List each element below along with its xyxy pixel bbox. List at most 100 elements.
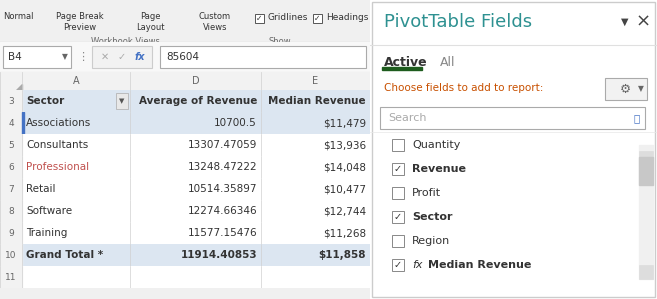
Text: ×: × bbox=[635, 13, 650, 31]
Text: Training: Training bbox=[26, 228, 68, 238]
Text: Associations: Associations bbox=[26, 118, 91, 128]
Text: Sector: Sector bbox=[26, 96, 64, 106]
Text: D: D bbox=[192, 76, 199, 86]
Text: ✓: ✓ bbox=[394, 164, 402, 174]
FancyBboxPatch shape bbox=[3, 46, 71, 68]
Text: Page: Page bbox=[140, 12, 160, 21]
Text: 3: 3 bbox=[8, 97, 14, 106]
Bar bbox=[392, 259, 404, 271]
Text: 5: 5 bbox=[8, 141, 14, 150]
Text: 85604: 85604 bbox=[166, 52, 199, 62]
Text: Normal: Normal bbox=[3, 12, 34, 21]
Text: ▼: ▼ bbox=[643, 269, 648, 275]
Text: Search: Search bbox=[388, 113, 426, 123]
Bar bbox=[313, 14, 322, 23]
Text: 13307.47059: 13307.47059 bbox=[188, 140, 257, 150]
Text: $13,936: $13,936 bbox=[323, 140, 366, 150]
Text: Median Revenue: Median Revenue bbox=[268, 96, 366, 106]
FancyBboxPatch shape bbox=[160, 46, 366, 68]
Text: Show: Show bbox=[269, 37, 291, 46]
FancyBboxPatch shape bbox=[380, 107, 645, 129]
Text: 12274.66346: 12274.66346 bbox=[187, 206, 257, 216]
Text: 13248.47222: 13248.47222 bbox=[187, 162, 257, 172]
Text: All: All bbox=[440, 56, 455, 68]
Text: Revenue: Revenue bbox=[412, 164, 466, 174]
Bar bbox=[639, 157, 653, 185]
Bar bbox=[0, 200, 22, 222]
Bar bbox=[639, 151, 653, 165]
Text: ▲: ▲ bbox=[643, 155, 648, 161]
Bar bbox=[382, 67, 422, 70]
Text: Median Revenue: Median Revenue bbox=[428, 260, 532, 270]
Bar bbox=[0, 266, 22, 288]
Text: Workbook Views: Workbook Views bbox=[91, 37, 160, 46]
Text: ✕: ✕ bbox=[101, 52, 109, 62]
Text: Headings: Headings bbox=[326, 13, 369, 22]
Text: Choose fields to add to report:: Choose fields to add to report: bbox=[384, 83, 543, 93]
Bar bbox=[255, 14, 264, 23]
Text: 9: 9 bbox=[8, 228, 14, 237]
Text: 🔍: 🔍 bbox=[634, 113, 640, 123]
Bar bbox=[639, 265, 653, 279]
Bar bbox=[392, 235, 404, 247]
Bar bbox=[392, 139, 404, 151]
Bar bbox=[639, 145, 653, 279]
Bar bbox=[392, 211, 404, 223]
Text: $11,479: $11,479 bbox=[323, 118, 366, 128]
Text: 10700.5: 10700.5 bbox=[214, 118, 257, 128]
Text: Gridlines: Gridlines bbox=[268, 13, 308, 22]
Bar bbox=[392, 163, 404, 175]
FancyBboxPatch shape bbox=[605, 78, 647, 100]
Text: $12,744: $12,744 bbox=[323, 206, 366, 216]
Text: B4: B4 bbox=[8, 52, 22, 62]
Text: 8: 8 bbox=[8, 207, 14, 216]
Text: Grand Total *: Grand Total * bbox=[26, 250, 103, 260]
Text: Views: Views bbox=[203, 23, 227, 32]
Bar bbox=[0, 222, 22, 244]
Text: Professional: Professional bbox=[26, 162, 89, 172]
Text: 7: 7 bbox=[8, 184, 14, 193]
Text: 11914.40853: 11914.40853 bbox=[181, 250, 257, 260]
Text: fx: fx bbox=[135, 52, 145, 62]
Text: Region: Region bbox=[412, 236, 450, 246]
Text: ⋮: ⋮ bbox=[78, 52, 89, 62]
Text: Preview: Preview bbox=[64, 23, 97, 32]
Text: Consultants: Consultants bbox=[26, 140, 88, 150]
Polygon shape bbox=[16, 84, 22, 90]
Text: PivotTable Fields: PivotTable Fields bbox=[384, 13, 532, 31]
Text: $11,858: $11,858 bbox=[319, 250, 366, 260]
Text: 4: 4 bbox=[8, 118, 14, 127]
Bar bbox=[0, 156, 22, 178]
Text: ✓: ✓ bbox=[394, 212, 402, 222]
Text: E: E bbox=[313, 76, 319, 86]
Text: Quantity: Quantity bbox=[412, 140, 461, 150]
Text: fx: fx bbox=[412, 260, 422, 270]
Text: 6: 6 bbox=[8, 162, 14, 172]
Bar bbox=[0, 90, 22, 112]
Text: $10,477: $10,477 bbox=[323, 184, 366, 194]
Text: Average of Revenue: Average of Revenue bbox=[139, 96, 257, 106]
Text: Active: Active bbox=[384, 56, 428, 68]
Bar bbox=[392, 187, 404, 199]
Bar bbox=[116, 93, 128, 109]
Text: ▼: ▼ bbox=[62, 53, 68, 62]
Text: ⚙: ⚙ bbox=[620, 83, 631, 95]
Text: Custom: Custom bbox=[199, 12, 231, 21]
Text: Profit: Profit bbox=[412, 188, 441, 198]
Text: 10514.35897: 10514.35897 bbox=[187, 184, 257, 194]
Text: Page Break: Page Break bbox=[57, 12, 104, 21]
Text: ✓: ✓ bbox=[256, 14, 263, 23]
Text: $11,268: $11,268 bbox=[323, 228, 366, 238]
Bar bbox=[0, 178, 22, 200]
Text: A: A bbox=[73, 76, 79, 86]
Text: Retail: Retail bbox=[26, 184, 55, 194]
Text: $14,048: $14,048 bbox=[323, 162, 366, 172]
Text: ✓: ✓ bbox=[314, 14, 321, 23]
Text: ▼: ▼ bbox=[638, 85, 644, 94]
Text: ▼: ▼ bbox=[120, 98, 125, 104]
Text: 10: 10 bbox=[5, 251, 16, 260]
Text: ✓: ✓ bbox=[118, 52, 126, 62]
Text: ▼: ▼ bbox=[622, 17, 629, 27]
Text: 11577.15476: 11577.15476 bbox=[187, 228, 257, 238]
Text: ✓: ✓ bbox=[394, 260, 402, 270]
